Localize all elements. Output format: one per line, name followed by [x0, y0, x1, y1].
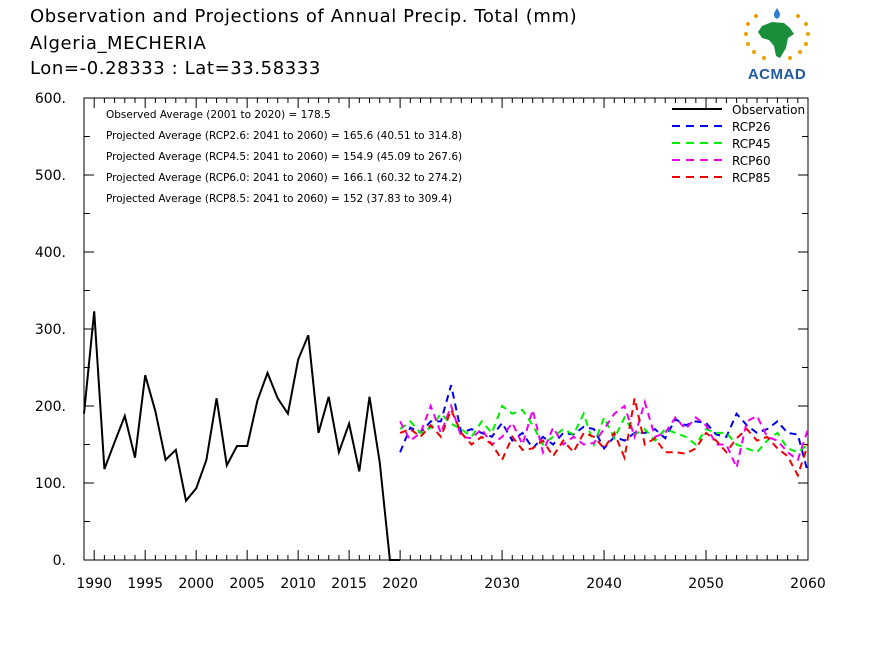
y-tick-label: 200. — [35, 399, 66, 415]
africa-map-icon — [744, 8, 810, 60]
y-tick-label: 600. — [35, 91, 66, 107]
series-line-rcp45 — [399, 404, 809, 454]
y-tick-label: 400. — [35, 245, 66, 261]
average-annotation: Projected Average (RCP6.0: 2041 to 2060)… — [106, 172, 462, 184]
y-tick-label: 300. — [35, 322, 66, 338]
series-line-rcp85 — [399, 398, 809, 478]
legend-label: Observation — [732, 103, 805, 117]
x-tick-label: 1990 — [76, 576, 112, 592]
x-tick-label: 2015 — [331, 576, 367, 592]
series-line-observation — [83, 311, 401, 561]
x-tick-label: 2060 — [790, 576, 826, 592]
series-line-rcp26 — [399, 384, 809, 474]
x-tick-label: 2050 — [688, 576, 724, 592]
average-annotation: Observed Average (2001 to 2020) = 178.5 — [106, 109, 331, 121]
station-coordinates: Lon=-0.28333 : Lat=33.58333 — [30, 58, 321, 79]
x-tick-label: 2040 — [586, 576, 622, 592]
y-tick-label: 100. — [35, 476, 66, 492]
legend-label: RCP85 — [732, 171, 771, 185]
station-name: Algeria_MECHERIA — [30, 33, 207, 54]
average-annotation: Projected Average (RCP2.6: 2041 to 2060)… — [106, 130, 462, 142]
average-annotation: Projected Average (RCP8.5: 2041 to 2060)… — [106, 193, 452, 205]
x-tick-label: 2030 — [484, 576, 520, 592]
legend-label: RCP26 — [732, 120, 771, 134]
y-tick-label: 0. — [53, 553, 66, 569]
chart-title: Observation and Projections of Annual Pr… — [30, 6, 578, 27]
x-tick-label: 2000 — [178, 576, 214, 592]
logo-text: ACMAD — [747, 66, 807, 83]
x-tick-label: 1995 — [127, 576, 163, 592]
x-tick-label: 2005 — [229, 576, 265, 592]
acmad-logo: ACMAD — [736, 6, 818, 84]
series-line-rcp60 — [399, 398, 809, 471]
legend-label: RCP45 — [732, 137, 771, 151]
legend-label: RCP60 — [732, 154, 771, 168]
plot-frame — [83, 97, 809, 561]
average-annotation: Projected Average (RCP4.5: 2041 to 2060)… — [106, 151, 462, 163]
x-tick-label: 2010 — [280, 576, 316, 592]
x-tick-label: 2020 — [382, 576, 418, 592]
y-tick-label: 500. — [35, 168, 66, 184]
